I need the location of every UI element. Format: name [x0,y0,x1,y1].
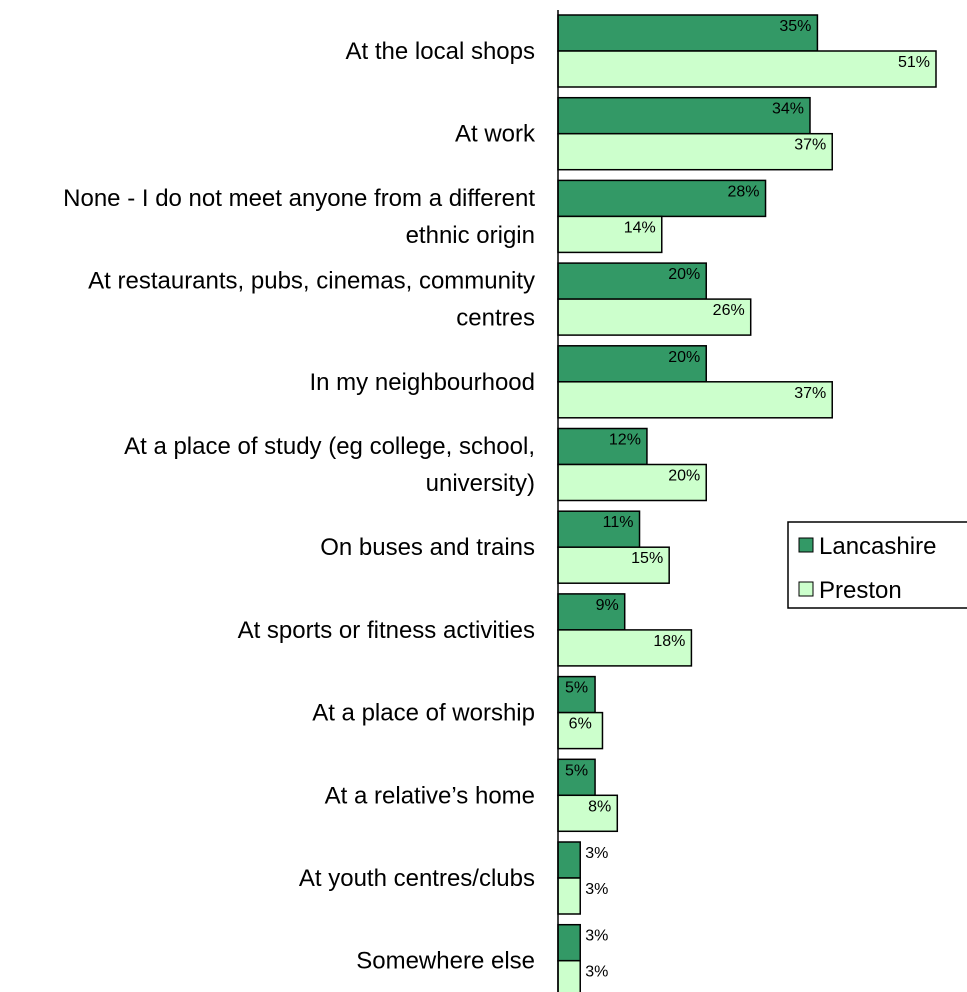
category-label-line: On buses and trains [320,534,535,561]
value-label-preston-at-the-local-shops: 51% [898,54,930,71]
category-labels-layer: At the local shops At work None - I do not… [63,38,536,975]
category-label-line: At sports or fitness activities [238,617,535,644]
value-label-lancashire-in-my-neighbourhood: 20% [668,349,700,366]
bar-lancashire-at-sports-or-fitness-activities [557,593,626,631]
value-label-preston-in-my-neighbourhood: 37% [794,385,826,402]
bar-preston-in-my-neighbourhood [557,381,833,419]
bar-preston-on-buses-and-trains [557,546,670,584]
category-label-line: At the local shops [346,38,535,65]
category-label-at-youth-centres-clubs: At youth centres/clubs [299,865,535,892]
category-label-at-a-place-of-worship: At a place of worship [312,700,535,727]
value-label-lancashire-at-a-place-of-study-eg-college-school-un: 12% [609,432,641,449]
category-label-none-i-do-not-meet-anyone-from-a-differe: None - I do not meet anyone from a diffe… [63,185,535,249]
bar-preston-somewhere-else [557,959,581,992]
bars-layer: 35% 51% 34% 37% 28% 14% 20% 26% 20% 37% 12% 20% 11% 1… [557,14,937,992]
category-label-line: centres [456,305,535,332]
bar-preston-at-work [557,132,833,171]
bar-lancashire-at-youth-centres-clubs [557,841,581,879]
category-label-line: Somewhere else [356,948,535,975]
bar-lancashire-at-the-local-shops [557,14,819,52]
value-label-preston-none-i-do-not-meet-anyone-from-a-differe: 14% [624,219,656,236]
category-label-line: ethnic origin [406,222,535,249]
value-label-lancashire-at-work: 34% [772,101,804,118]
legend-box [787,521,967,609]
category-label-at-a-place-of-study-eg-college-school-un: At a place of study (eg college, school,… [124,433,535,497]
value-label-preston-at-a-place-of-study-eg-college-school-un: 20% [668,468,700,485]
value-label-preston-somewhere-else: 3% [585,964,608,981]
value-label-preston-at-sports-or-fitness-activities: 18% [653,633,685,650]
category-label-at-the-local-shops: At the local shops [346,38,535,65]
value-label-lancashire-somewhere-else: 3% [585,928,608,945]
value-label-lancashire-at-a-relative-s-home: 5% [565,762,588,779]
category-label-line: At work [455,121,536,148]
category-label-at-restaurants-pubs-cinemas-community-ce: At restaurants, pubs, cinemas, community… [88,268,535,332]
bar-preston-at-the-local-shops [557,50,937,88]
category-label-line: university) [426,470,535,497]
category-label-in-my-neighbourhood: In my neighbourhood [310,369,536,396]
category-label-line: At youth centres/clubs [299,865,535,892]
category-label-line: At a place of study (eg college, school, [124,433,535,460]
bar-preston-at-sports-or-fitness-activities [557,629,693,667]
value-label-lancashire-at-youth-centres-clubs: 3% [585,845,608,862]
value-label-lancashire-none-i-do-not-meet-anyone-from-a-differe: 28% [727,183,759,200]
value-label-preston-at-a-relative-s-home: 8% [588,798,611,815]
legend-label-preston: Preston [819,577,902,604]
category-label-line: In my neighbourhood [310,369,536,396]
legend: Lancashire Preston [787,521,967,609]
category-label-line: At restaurants, pubs, cinemas, community [88,268,535,295]
category-label-at-work: At work [455,121,536,148]
legend-label-lancashire: Lancashire [819,533,936,560]
category-label-somewhere-else: Somewhere else [356,948,535,975]
category-label-line: At a place of worship [312,700,535,727]
category-label-line: None - I do not meet anyone from a diffe… [63,185,535,212]
bar-lancashire-at-a-place-of-worship [557,675,596,714]
value-label-preston-at-restaurants-pubs-cinemas-community-ce: 26% [713,302,745,319]
value-label-lancashire-at-the-local-shops: 35% [779,18,811,35]
value-label-lancashire-at-a-place-of-worship: 5% [565,680,588,697]
value-label-preston-on-buses-and-trains: 15% [631,550,663,567]
legend-swatch-lancashire [798,537,814,553]
value-label-lancashire-at-restaurants-pubs-cinemas-community-ce: 20% [668,266,700,283]
value-label-lancashire-at-sports-or-fitness-activities: 9% [596,597,619,614]
bar-lancashire-at-work [557,96,811,135]
category-label-line: At a relative’s home [325,782,535,809]
value-label-preston-at-youth-centres-clubs: 3% [585,881,608,898]
category-label-on-buses-and-trains: On buses and trains [320,534,535,561]
bar-lancashire-somewhere-else [557,923,581,962]
category-label-at-sports-or-fitness-activities: At sports or fitness activities [238,617,535,644]
bar-preston-none-i-do-not-meet-anyone-from-a-differe [557,215,663,254]
value-label-preston-at-work: 37% [794,137,826,154]
bar-preston-at-youth-centres-clubs [557,877,581,915]
value-label-preston-at-a-place-of-worship: 6% [569,716,592,733]
legend-swatch-preston [798,581,814,597]
category-label-at-a-relative-s-home: At a relative’s home [325,782,535,809]
value-label-lancashire-on-buses-and-trains: 11% [603,514,634,531]
